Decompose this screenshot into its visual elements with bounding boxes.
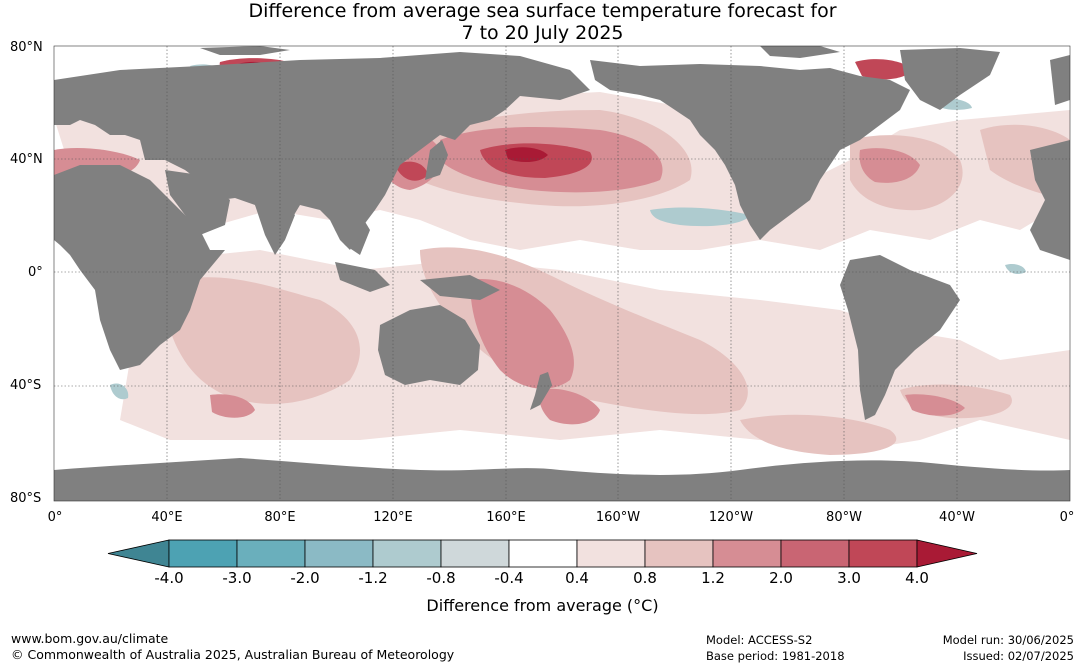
lat-label-80n: 80°N — [10, 40, 43, 55]
colorbar-segment — [372, 539, 442, 568]
lon-label-0-right: 0° — [1059, 510, 1075, 525]
colorbar-extend-low — [107, 539, 170, 568]
colorbar-label: 0.8 — [633, 569, 657, 587]
colorbar-segment — [440, 539, 510, 568]
colorbar-segment — [644, 539, 714, 568]
map-title-line1: Difference from average sea surface temp… — [248, 0, 837, 22]
colorbar-label: 4.0 — [905, 569, 929, 587]
colorbar-segment — [712, 539, 782, 568]
colorbar-label: 1.2 — [701, 569, 725, 587]
colorbar-label: -2.0 — [290, 569, 320, 587]
lon-label-80e: 80°E — [264, 510, 296, 525]
lon-label-160e: 160°E — [486, 510, 526, 525]
colorbar — [107, 539, 978, 568]
lon-label-120e: 120°E — [373, 510, 413, 525]
colorbar-segment — [780, 539, 850, 568]
lon-label-120w: 120°W — [708, 510, 754, 525]
colorbar-segment — [168, 539, 238, 568]
lon-label-160w: 160°W — [595, 510, 641, 525]
colorbar-label: -0.8 — [426, 569, 456, 587]
colorbar-segment — [236, 539, 306, 568]
graticule — [54, 46, 1070, 501]
colorbar-segment — [576, 539, 646, 568]
colorbar-label: 2.0 — [769, 569, 793, 587]
footer-url: www.bom.gov.au/climate — [11, 631, 169, 646]
colorbar-label: 0.4 — [565, 569, 589, 587]
lat-label-40n: 40°N — [10, 152, 43, 167]
map-area — [54, 46, 1070, 501]
colorbar-title: Difference from average (°C) — [426, 596, 659, 615]
lon-label-80w: 80°W — [826, 510, 862, 525]
land-masses — [54, 46, 1070, 501]
map-frame — [53, 45, 1071, 502]
footer-base-period: Base period: 1981-2018 — [706, 649, 845, 663]
colorbar-label: -3.0 — [222, 569, 252, 587]
colorbar-label: -0.4 — [494, 569, 524, 587]
lat-label-40s: 40°S — [10, 378, 42, 393]
lat-label-0: 0° — [28, 265, 43, 280]
colorbar-label: -1.2 — [358, 569, 388, 587]
lat-label-80s: 80°S — [10, 491, 42, 506]
footer-issued: Issued: 02/07/2025 — [963, 649, 1074, 663]
map-title-line2: 7 to 20 July 2025 — [461, 22, 624, 44]
colorbar-label: -4.0 — [154, 569, 184, 587]
lon-label-0-left: 0° — [47, 510, 63, 525]
colorbar-segment — [848, 539, 918, 568]
lon-label-40e: 40°E — [151, 510, 183, 525]
colorbar-segment — [508, 539, 578, 568]
colorbar-extend-high — [916, 539, 978, 568]
footer-copyright: © Commonwealth of Australia 2025, Austra… — [11, 647, 455, 662]
footer-model: Model: ACCESS-S2 — [706, 633, 813, 647]
lon-label-40w: 40°W — [939, 510, 975, 525]
colorbar-label: 3.0 — [837, 569, 861, 587]
colorbar-segment — [304, 539, 374, 568]
footer-model-run: Model run: 30/06/2025 — [942, 633, 1074, 647]
